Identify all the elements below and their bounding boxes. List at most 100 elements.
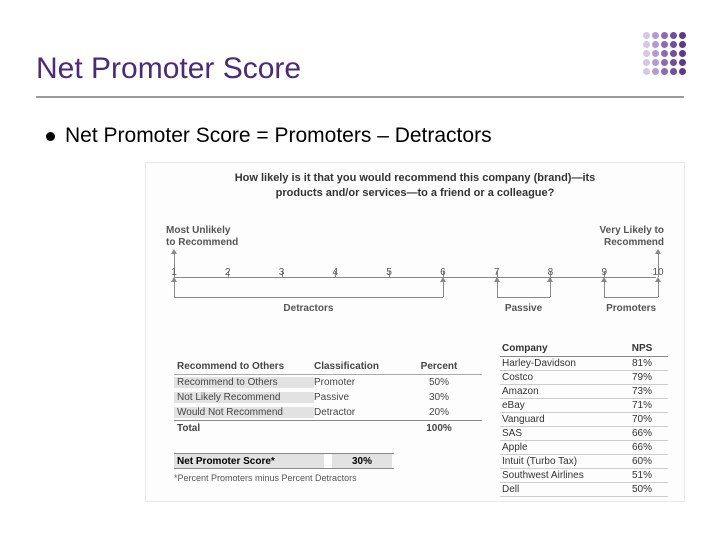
logo-dot	[643, 41, 650, 48]
survey-question: How likely is it that you would recommen…	[146, 171, 684, 201]
classification-row: Not Likely RecommendPassive30%	[174, 390, 482, 405]
logo-dot	[679, 50, 686, 57]
company-row: Vanguard70%	[500, 413, 668, 427]
company-nps-table: CompanyNPSHarley-Davidson81%Costco79%Ama…	[500, 343, 668, 497]
company-row: Southwest Airlines51%	[500, 469, 668, 483]
logo-dot	[643, 32, 650, 39]
cls-pct: 50%	[404, 377, 474, 388]
logo-dot	[652, 41, 659, 48]
logo-dot	[661, 59, 668, 66]
group-bracket	[174, 297, 443, 298]
scale-left-label: Most Unlikely to Recommend	[166, 225, 246, 249]
group-label: Detractors	[268, 303, 348, 314]
nps-result-value: 30%	[332, 454, 392, 468]
classification-row: Would Not RecommendDetractor20%	[174, 405, 482, 420]
company-row: Intuit (Turbo Tax)60%	[500, 455, 668, 469]
group-connector	[658, 281, 659, 297]
company-nps: 66%	[620, 428, 664, 439]
logo-dot	[679, 32, 686, 39]
nps-figure: How likely is it that you would recommen…	[145, 162, 685, 502]
cls-pct: 20%	[404, 407, 474, 418]
scale-left-l2: to Recommend	[166, 237, 238, 248]
company-name: Vanguard	[500, 414, 620, 425]
cls-hdr-rec: Recommend to Others	[174, 361, 314, 372]
group-bracket	[604, 297, 658, 298]
logo-dot	[661, 32, 668, 39]
group-connector	[550, 281, 551, 297]
title-underline	[36, 96, 684, 98]
company-name: Intuit (Turbo Tax)	[500, 456, 620, 467]
company-nps: 60%	[620, 456, 664, 467]
logo-dot	[670, 41, 677, 48]
scale-axis	[174, 277, 656, 278]
dot-grid-logo	[643, 32, 686, 77]
cls-pct: 30%	[404, 392, 474, 403]
scale-right-l1: Very Likely to	[600, 225, 664, 236]
logo-dot	[652, 68, 659, 75]
scale-number: 4	[328, 267, 342, 278]
company-nps: 79%	[620, 372, 664, 383]
company-name: Harley-Davidson	[500, 358, 620, 369]
company-nps: 71%	[620, 400, 664, 411]
logo-dot	[670, 32, 677, 39]
scale-number: 2	[221, 267, 235, 278]
nps-result-box: Net Promoter Score* 30% *Percent Promote…	[174, 453, 394, 483]
logo-dot	[661, 68, 668, 75]
company-name: eBay	[500, 400, 620, 411]
logo-dot	[652, 50, 659, 57]
company-row: SAS66%	[500, 427, 668, 441]
company-nps: 70%	[620, 414, 664, 425]
company-nps: 51%	[620, 470, 664, 481]
nps-result-row: Net Promoter Score* 30%	[174, 453, 394, 469]
question-line2: products and/or services—to a friend or …	[276, 187, 555, 199]
nps-footnote: *Percent Promoters minus Percent Detract…	[174, 473, 394, 483]
logo-dot	[643, 50, 650, 57]
logo-dot	[670, 68, 677, 75]
classification-table: Recommend to OthersClassificationPercent…	[174, 361, 482, 435]
company-row: eBay71%	[500, 399, 668, 413]
cls-name: Detractor	[314, 407, 404, 418]
cls-name: Passive	[314, 392, 404, 403]
group-connector	[174, 281, 175, 297]
logo-dot	[652, 59, 659, 66]
cls-rec: Would Not Recommend	[174, 407, 314, 418]
group-connector	[604, 281, 605, 297]
company-row: Harley-Davidson81%	[500, 357, 668, 371]
bullet-line: Net Promoter Score = Promoters – Detract…	[46, 124, 492, 148]
scale-right-label: Very Likely to Recommend	[584, 225, 664, 249]
cls-hdr-cls: Classification	[314, 361, 404, 372]
likert-scale: Most Unlikely to Recommend Very Likely t…	[174, 231, 656, 321]
logo-dot	[679, 59, 686, 66]
classification-row: Recommend to OthersPromoter50%	[174, 375, 482, 390]
company-row: Dell50%	[500, 483, 668, 497]
company-nps: 73%	[620, 386, 664, 397]
group-label: Passive	[484, 303, 564, 314]
logo-dot	[643, 59, 650, 66]
company-row: Costco79%	[500, 371, 668, 385]
question-line1: How likely is it that you would recommen…	[235, 172, 596, 184]
scale-number: 5	[382, 267, 396, 278]
company-name: Apple	[500, 442, 620, 453]
scale-left-l1: Most Unlikely	[166, 225, 230, 236]
company-nps: 50%	[620, 484, 664, 495]
company-name: Dell	[500, 484, 620, 495]
logo-dot	[679, 41, 686, 48]
nps-result-label: Net Promoter Score*	[174, 454, 324, 468]
classification-total: Total100%	[174, 420, 482, 435]
co-hdr-nps: NPS	[620, 343, 664, 354]
company-name: Amazon	[500, 386, 620, 397]
cls-rec: Not Likely Recommend	[174, 392, 314, 403]
company-name: Costco	[500, 372, 620, 383]
scale-number: 3	[275, 267, 289, 278]
group-bracket	[497, 297, 551, 298]
company-name: Southwest Airlines	[500, 470, 620, 481]
logo-dot	[670, 59, 677, 66]
co-hdr-name: Company	[500, 343, 620, 354]
bullet-icon	[46, 132, 55, 141]
cls-rec: Recommend to Others	[174, 377, 314, 388]
company-row: Amazon73%	[500, 385, 668, 399]
group-label: Promoters	[591, 303, 671, 314]
company-nps: 81%	[620, 358, 664, 369]
scale-right-l2: Recommend	[604, 237, 664, 248]
slide-title: Net Promoter Score	[36, 52, 301, 86]
